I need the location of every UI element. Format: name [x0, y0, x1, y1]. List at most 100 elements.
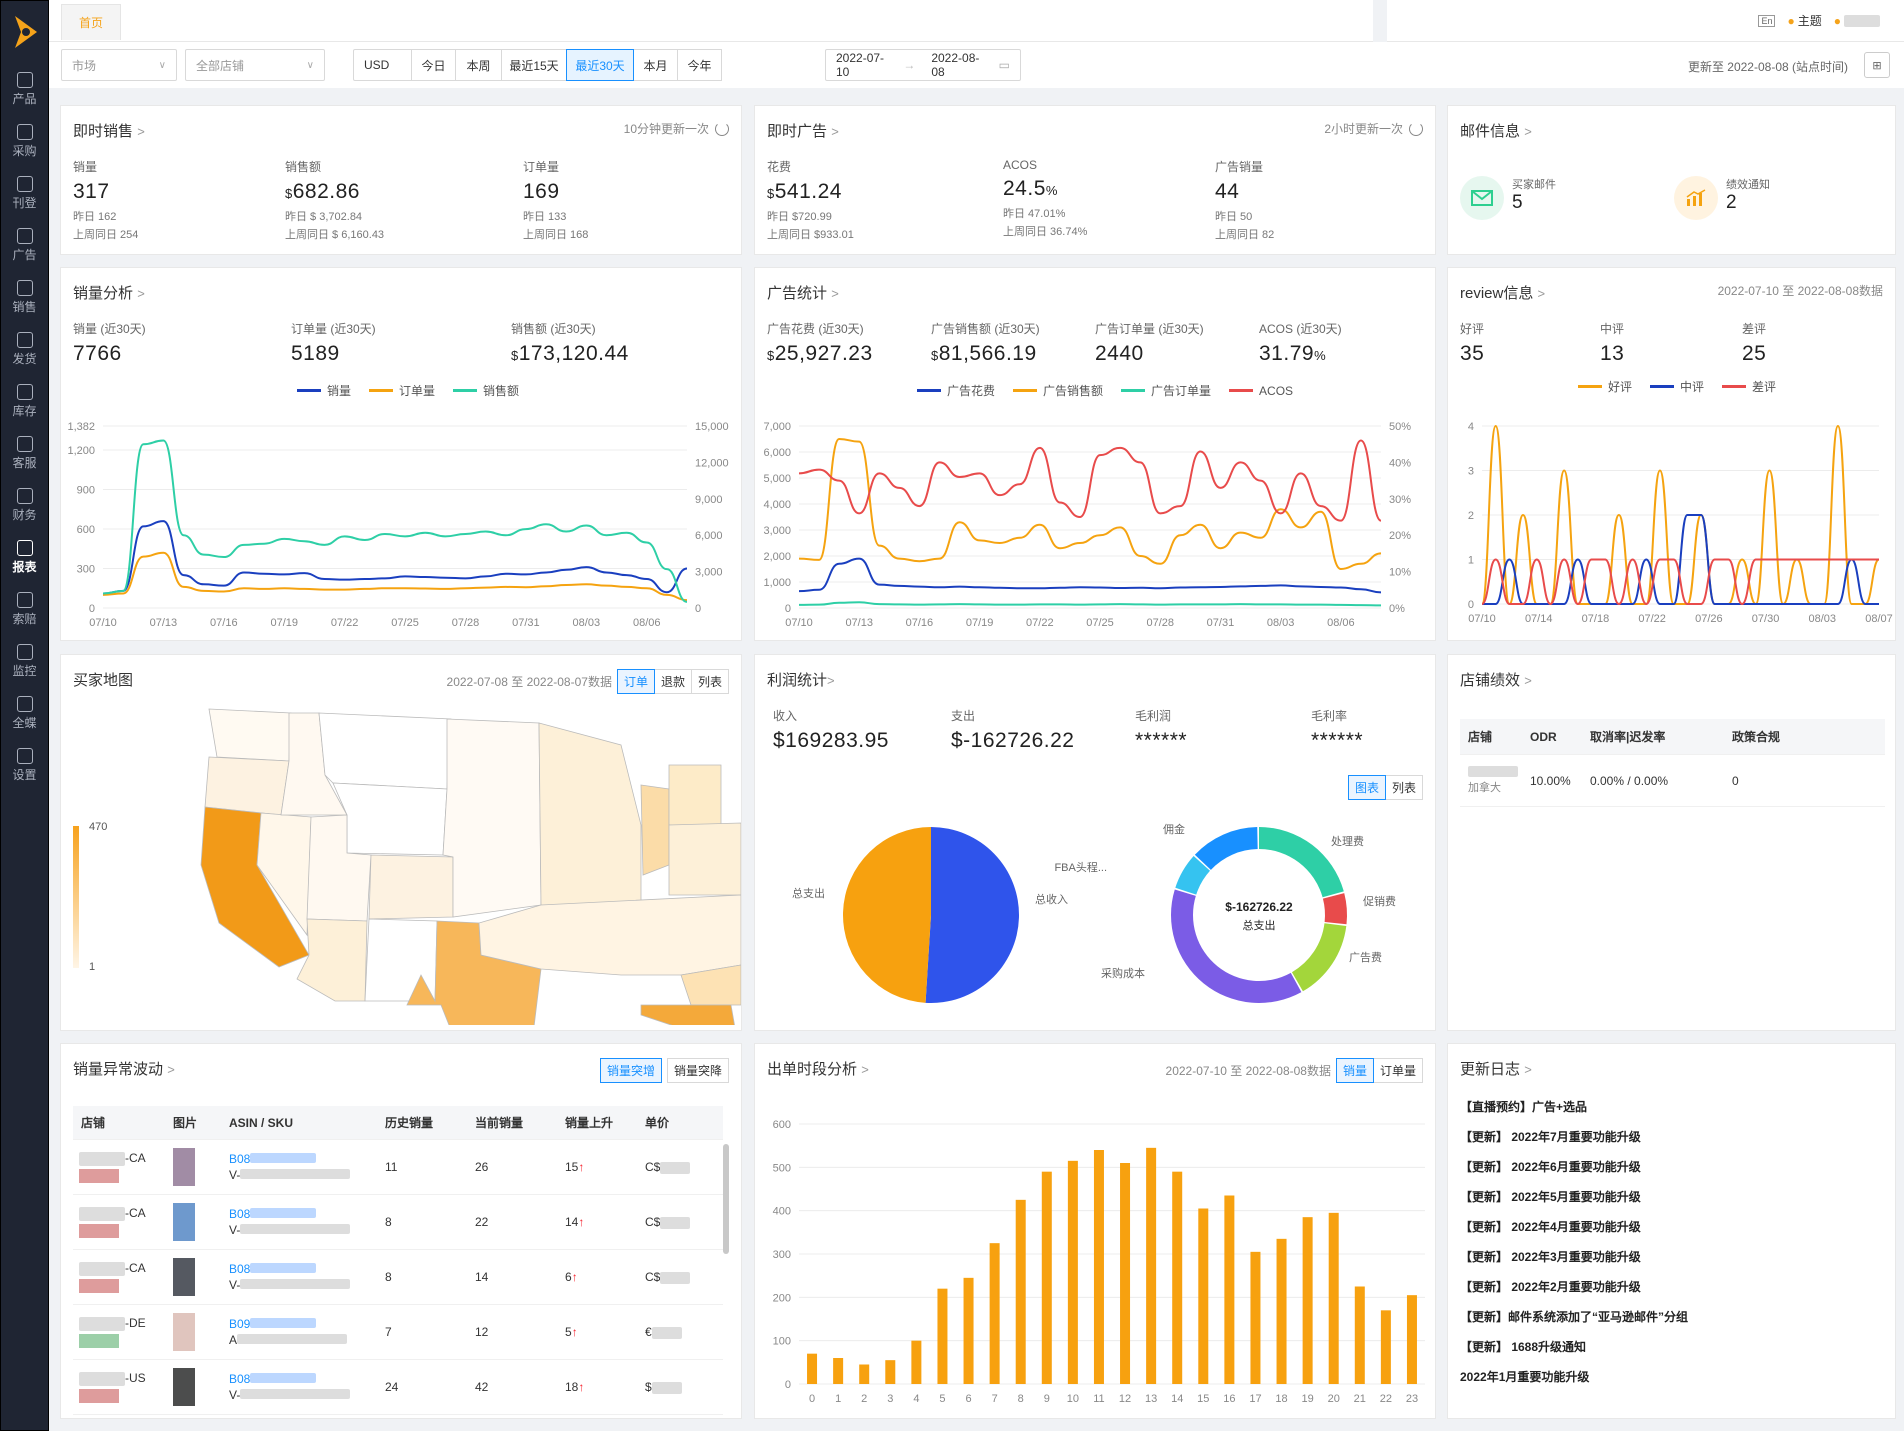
store-performance-title[interactable]: 店铺绩效 > — [1460, 672, 1532, 689]
range-button[interactable]: 最近30天 — [566, 49, 634, 81]
legend-item[interactable]: 差评 — [1722, 378, 1776, 395]
table-row[interactable]: -CA B08 V- 8 14 6↑ C$ — [73, 1250, 723, 1305]
instant-sales-title[interactable]: 即时销售 > — [73, 123, 145, 140]
sidebar-item[interactable]: 设置 — [1, 739, 48, 791]
sidebar-item[interactable]: 销售 — [1, 271, 48, 323]
product-image[interactable] — [173, 1368, 195, 1406]
product-image[interactable] — [173, 1258, 195, 1296]
region-michigan — [668, 764, 722, 826]
asin-link[interactable]: B08 — [229, 1262, 251, 1276]
refresh-icon[interactable] — [1409, 121, 1423, 136]
performance-notice-metric[interactable]: 绩效通知 2 — [1726, 179, 1770, 213]
settings-icon[interactable]: ⊞ — [1864, 52, 1890, 78]
review-title[interactable]: review信息 > — [1460, 285, 1546, 302]
toggle-button[interactable]: 列表 — [1384, 775, 1423, 800]
sidebar-item[interactable]: 监控 — [1, 635, 48, 687]
legend-item[interactable]: 广告花费 — [917, 382, 995, 399]
toggle-button[interactable]: 销量突增 — [599, 1058, 662, 1083]
language-icon[interactable]: En — [1758, 14, 1776, 27]
legend-item[interactable]: 好评 — [1578, 378, 1632, 395]
toggle-button[interactable]: 图表 — [1347, 775, 1386, 800]
legend-item[interactable]: 销量 — [297, 382, 351, 399]
range-button[interactable]: 本月 — [633, 49, 678, 81]
range-button[interactable]: 最近15天 — [501, 49, 567, 81]
ad-stats-title[interactable]: 广告统计 > — [767, 285, 839, 302]
changelog-item[interactable]: 【更新】 2022年7月重要功能升级 — [1460, 1130, 1641, 1144]
tab-home[interactable]: 首页 — [61, 4, 121, 40]
buyer-mail-metric[interactable]: 买家邮件 5 — [1512, 179, 1556, 213]
changelog-item[interactable]: 2022年1月重要功能升级 — [1460, 1370, 1590, 1384]
date-start[interactable]: 2022-07-10 — [836, 51, 885, 79]
toggle-button[interactable]: 订单量 — [1372, 1058, 1423, 1083]
sales-anomaly-title[interactable]: 销量异常波动 > — [73, 1061, 175, 1078]
refresh-icon[interactable] — [715, 121, 729, 136]
profit-title[interactable]: 利润统计> — [767, 672, 835, 689]
legend-item[interactable]: 中评 — [1650, 378, 1704, 395]
metric: 收入 $169283.95 — [773, 709, 889, 752]
instant-ads-title[interactable]: 即时广告 > — [767, 123, 839, 140]
asin-link[interactable]: B08 — [229, 1372, 251, 1386]
hourly-title[interactable]: 出单时段分析 > — [767, 1061, 869, 1078]
sidebar-item[interactable]: 报表 — [1, 531, 48, 583]
sidebar-item[interactable]: 广告 — [1, 219, 48, 271]
sidebar-item[interactable]: 索赔 — [1, 583, 48, 635]
metric: 差评 25 — [1742, 322, 1767, 365]
store-select[interactable]: 全部店铺 ∨ — [185, 49, 325, 81]
sidebar-item[interactable]: 客服 — [1, 427, 48, 479]
sidebar-item[interactable]: 库存 — [1, 375, 48, 427]
changelog-item[interactable]: 【更新】 1688升级通知 — [1460, 1340, 1587, 1354]
product-image[interactable] — [173, 1313, 195, 1351]
changelog-item[interactable]: 【更新】 2022年2月重要功能升级 — [1460, 1280, 1641, 1294]
range-button[interactable]: 今日 — [411, 49, 456, 81]
changelog-item[interactable]: 【直播预约】广告+选品 — [1460, 1100, 1588, 1114]
sidebar-item[interactable]: 刊登 — [1, 167, 48, 219]
table-row[interactable]: -CA B08 V- 11 26 15↑ C$ — [73, 1140, 723, 1195]
changelog-item[interactable]: 【更新】 2022年3月重要功能升级 — [1460, 1250, 1641, 1264]
sidebar-item[interactable]: 财务 — [1, 479, 48, 531]
toggle-button[interactable]: 销量突降 — [666, 1058, 729, 1083]
table-row[interactable]: -CA B08 V- 8 22 14↑ C$ — [73, 1195, 723, 1250]
x-tick-label: 23 — [1406, 1393, 1418, 1405]
toggle-button[interactable]: 销量 — [1335, 1058, 1374, 1083]
legend-item[interactable]: 销售额 — [453, 382, 519, 399]
range-button[interactable]: 今年 — [677, 49, 722, 81]
changelog-item[interactable]: 【更新】 2022年5月重要功能升级 — [1460, 1190, 1641, 1204]
range-button[interactable]: 本周 — [455, 49, 502, 81]
toggle-button[interactable]: 订单 — [616, 669, 655, 694]
changelog-title[interactable]: 更新日志 > — [1460, 1061, 1532, 1078]
table-row[interactable]: -DE B09 A 7 12 5↑ € — [73, 1305, 723, 1360]
legend-item[interactable]: 广告销售额 — [1013, 382, 1103, 399]
bar — [1093, 1150, 1104, 1384]
date-end[interactable]: 2022-08-08 — [931, 51, 980, 79]
toggle-button[interactable]: 退款 — [653, 669, 692, 694]
changelog-item[interactable]: 【更新】邮件系统添加了“亚马逊邮件”分组 — [1460, 1310, 1689, 1324]
legend-item[interactable]: 广告订单量 — [1121, 382, 1211, 399]
sidebar-item[interactable]: 产品 — [1, 63, 48, 115]
asin-link[interactable]: B08 — [229, 1152, 251, 1166]
sales-analysis-title[interactable]: 销量分析 > — [73, 285, 145, 302]
product-image[interactable] — [173, 1203, 195, 1241]
changelog-item[interactable]: 【更新】 2022年4月重要功能升级 — [1460, 1220, 1641, 1234]
series-line-广告花费 — [798, 557, 1382, 594]
asin-link[interactable]: B08 — [229, 1207, 251, 1221]
changelog-item[interactable]: 【更新】 2022年6月重要功能升级 — [1460, 1160, 1641, 1174]
table-row[interactable]: 加拿大 10.00% 0.00% / 0.00% 0 — [1460, 755, 1885, 807]
table-scrollbar[interactable] — [723, 1144, 729, 1254]
toggle-button[interactable]: 列表 — [690, 669, 729, 694]
user-menu[interactable]: ● — [1834, 14, 1880, 28]
sidebar-item[interactable]: 全蝶 — [1, 687, 48, 739]
table-row[interactable]: -US B08 V- 24 42 18↑ $ — [73, 1360, 723, 1415]
date-range-picker[interactable]: 2022-07-10 → 2022-08-08 ▭ — [825, 49, 1021, 81]
review-legend: 好评 中评 差评 — [1578, 378, 1776, 395]
legend-item[interactable]: 订单量 — [369, 382, 435, 399]
mail-title[interactable]: 邮件信息 > — [1460, 123, 1532, 140]
theme-button[interactable]: ● 主题 — [1787, 13, 1822, 29]
product-image[interactable] — [173, 1148, 195, 1186]
app-logo[interactable] — [1, 1, 50, 63]
asin-link[interactable]: B09 — [229, 1317, 251, 1331]
sidebar-item[interactable]: 采购 — [1, 115, 48, 167]
sidebar-item[interactable]: 发货 — [1, 323, 48, 375]
market-select[interactable]: 市场 ∨ — [61, 49, 177, 81]
legend-swatch — [453, 389, 478, 392]
legend-item[interactable]: ACOS — [1229, 382, 1293, 399]
